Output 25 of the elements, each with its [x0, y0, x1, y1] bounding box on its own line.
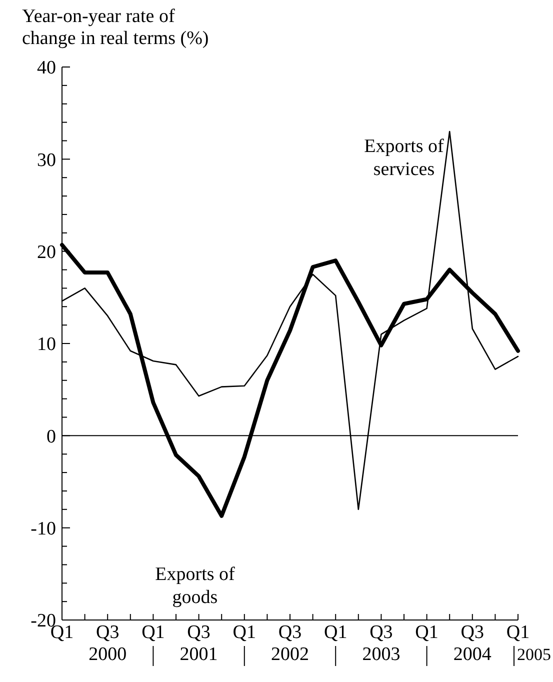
x-tick-label: Q3 — [460, 622, 484, 643]
text: 2001 — [180, 644, 218, 665]
x-tick-label: Q1 — [232, 622, 256, 643]
y-tick-label: 30 — [37, 150, 56, 171]
y-tick-label: 20 — [37, 242, 56, 263]
text: 2003 — [362, 644, 400, 665]
x-tick-label: Q3 — [370, 622, 393, 643]
text: 2000 — [88, 644, 127, 665]
text: 2004 — [453, 644, 492, 665]
y-tick-label: -10 — [30, 518, 56, 540]
x-tick-label: Q1 — [415, 622, 438, 643]
x-tick-label: Q3 — [187, 622, 210, 643]
y-tick-label: 10 — [37, 334, 56, 356]
x-tick-label: Q1 — [506, 622, 530, 643]
y-tick-label: 0 — [46, 426, 56, 448]
series-label: Exports of services — [364, 136, 445, 180]
y-axis-title: Year-on-year rate of change in real terms (%) — [22, 6, 209, 49]
text: Exports of goods — [155, 564, 236, 608]
x-tick-label: Q3 — [96, 622, 120, 643]
text: 2002 — [271, 644, 309, 665]
x-tick-label: Q3 — [278, 622, 302, 643]
y-tick-label: 40 — [37, 58, 56, 79]
text: 2005 — [517, 645, 551, 664]
x-tick-label: Q1 — [324, 622, 348, 643]
x-tick-label: Q1 — [142, 622, 165, 643]
